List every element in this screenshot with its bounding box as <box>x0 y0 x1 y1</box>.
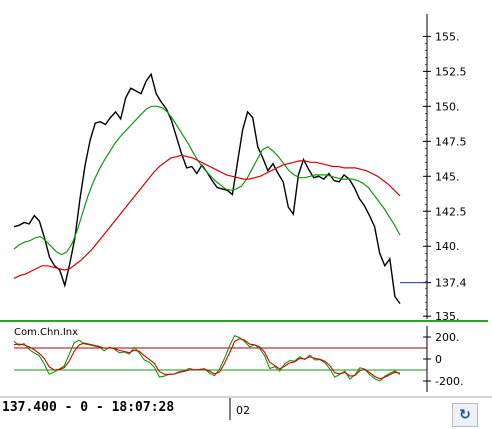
price-series-2 <box>13 154 401 279</box>
status-readout: 137.400 - 0 - 18:07:28 <box>2 400 175 415</box>
price-tick-label: 135. <box>435 310 460 323</box>
price-tick-label: 137.4 <box>435 277 467 290</box>
price-tick-label: 145. <box>435 170 460 183</box>
indicator-series-1 <box>13 338 401 380</box>
price-plot <box>13 72 401 305</box>
indicator-tick-label: -200. <box>435 375 463 388</box>
refresh-button[interactable]: ↻ <box>452 403 478 427</box>
price-axis: 155. 152.5 150. 147.5 145. 142.5 140. 137.4 135. <box>400 14 467 323</box>
indicator-tick-label: 200. <box>435 331 460 344</box>
price-series-0 <box>13 72 401 305</box>
price-tick-label: 140. <box>435 240 460 253</box>
price-tick-label: 142.5 <box>435 205 467 218</box>
indicator-tick-label: 0 <box>435 353 442 366</box>
price-tick-label: 150. <box>435 100 460 113</box>
indicator-plot <box>13 335 427 382</box>
refresh-icon: ↻ <box>459 407 471 423</box>
price-tick-label: 155. <box>435 30 460 43</box>
indicator-axis: 200. 0 -200. <box>423 326 463 392</box>
price-tick-label: 152.5 <box>435 65 467 78</box>
price-tick-label: 147.5 <box>435 135 467 148</box>
chart-frame <box>0 320 492 420</box>
price-series-1 <box>13 105 401 256</box>
indicator-series-0 <box>13 335 401 382</box>
indicator-title: Com.Chn.Inx <box>14 327 78 338</box>
date-label: 02 <box>236 404 250 417</box>
